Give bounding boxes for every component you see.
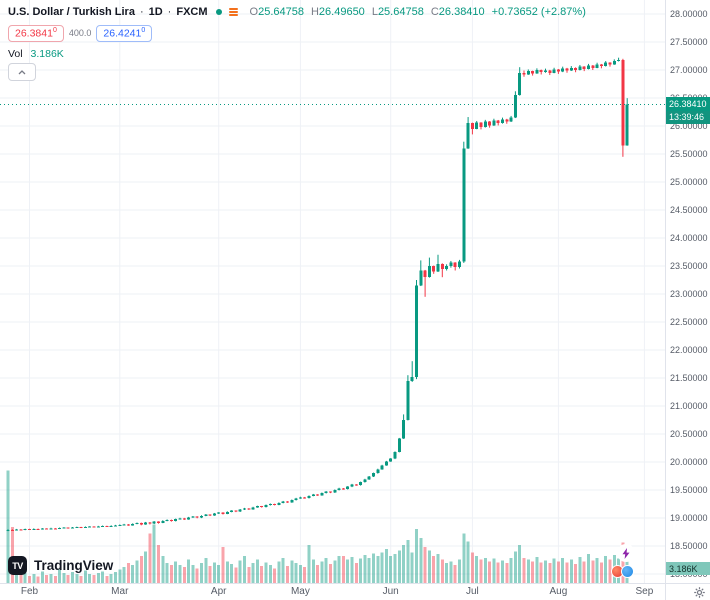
current-price-badge: 26.38410 13:39:46 [666, 97, 710, 125]
chart-canvas[interactable]: U.S. Dollar / Turkish Lira · 1D · FXCM O… [0, 0, 665, 583]
time-scale[interactable]: Feb Mar Apr May Jun Jul Aug Sep [0, 583, 665, 600]
symbol-title[interactable]: U.S. Dollar / Turkish Lira [8, 6, 135, 18]
chart-legend: U.S. Dollar / Turkish Lira · 1D · FXCM O… [8, 6, 586, 18]
price-tick-label: 22.00000 [670, 345, 708, 355]
candlestick-chart [0, 0, 665, 583]
gear-icon [694, 586, 705, 598]
price-tick-label: 23.50000 [670, 261, 708, 271]
sell-button[interactable]: 26.38410 [8, 25, 64, 42]
scale-settings-corner[interactable] [665, 583, 710, 600]
current-price-value: 26.38410 [666, 97, 710, 112]
price-tick-label: 27.50000 [670, 37, 708, 47]
buy-button[interactable]: 26.42410 [96, 25, 153, 42]
bar-countdown: 13:39:46 [666, 111, 710, 125]
trade-widget: 26.38410 400.0 26.42410 [8, 25, 153, 42]
price-tick-label: 25.50000 [670, 149, 708, 159]
volume-legend[interactable]: Vol 3.186K [8, 48, 64, 60]
tradingview-logo-mark-icon: TV [8, 556, 27, 575]
price-tick-label: 21.00000 [670, 401, 708, 411]
price-tick-label: 28.00000 [670, 9, 708, 19]
market-status-icon [215, 9, 222, 15]
lightning-bolt-glyph [622, 547, 630, 559]
ohlc-values: O25.64758 H26.49650 L25.64758 C26.38410 … [249, 6, 586, 18]
chevron-up-icon [18, 69, 26, 74]
price-tick-label: 19.50000 [670, 485, 708, 495]
volume-label: Vol [8, 48, 23, 60]
reaction-emoji-icons[interactable] [611, 565, 634, 578]
time-tick-label: Aug [549, 586, 568, 597]
price-tick-label: 26.00000 [670, 121, 708, 131]
price-tick-label: 25.00000 [670, 177, 708, 187]
change-value: +0.73652 (+2.87%) [491, 6, 586, 18]
time-tick-label: May [290, 586, 310, 597]
price-tick-label: 23.00000 [670, 289, 708, 299]
high-value: 26.49650 [318, 6, 365, 18]
spread-value: 400.0 [68, 28, 92, 39]
time-tick-label: Jun [382, 586, 399, 597]
tradingview-logo[interactable]: TV TradingView [8, 556, 113, 575]
price-tick-label: 24.00000 [670, 233, 708, 243]
time-tick-label: Mar [111, 586, 129, 597]
open-value: 25.64758 [258, 6, 304, 18]
time-tick-label: Sep [635, 586, 654, 597]
time-tick-label: Jul [465, 586, 479, 597]
lightning-boost-icon[interactable] [617, 544, 635, 562]
price-scale[interactable]: 26.38410 13:39:46 3.186K 28.00000 27.5000… [665, 0, 710, 583]
price-tick-label: 27.00000 [670, 65, 708, 75]
quick-actions-icon[interactable] [228, 8, 238, 16]
exchange-label[interactable]: FXCM [176, 6, 208, 18]
interval-label[interactable]: 1D [148, 6, 163, 18]
time-tick-label: Apr [210, 586, 227, 597]
separator: · [167, 6, 172, 18]
price-tick-label: 18.50000 [670, 541, 708, 551]
price-tick-label: 22.50000 [670, 317, 708, 327]
price-tick-label: 20.00000 [670, 457, 708, 467]
time-tick-label: Feb [20, 586, 39, 597]
price-tick-label: 24.50000 [670, 205, 708, 215]
price-tick-label: 21.50000 [670, 373, 708, 383]
volume-value: 3.186K [30, 48, 64, 60]
low-value: 25.64758 [377, 6, 424, 18]
reaction-blue-icon[interactable] [621, 565, 634, 578]
separator: · [139, 6, 144, 18]
price-tick-label: 20.50000 [670, 429, 708, 439]
current-volume-badge: 3.186K [666, 562, 710, 575]
price-tick-label: 19.00000 [670, 513, 708, 523]
collapse-legend-button[interactable] [8, 63, 36, 81]
close-value: 26.38410 [438, 6, 485, 18]
tradingview-logo-text: TradingView [34, 558, 114, 573]
